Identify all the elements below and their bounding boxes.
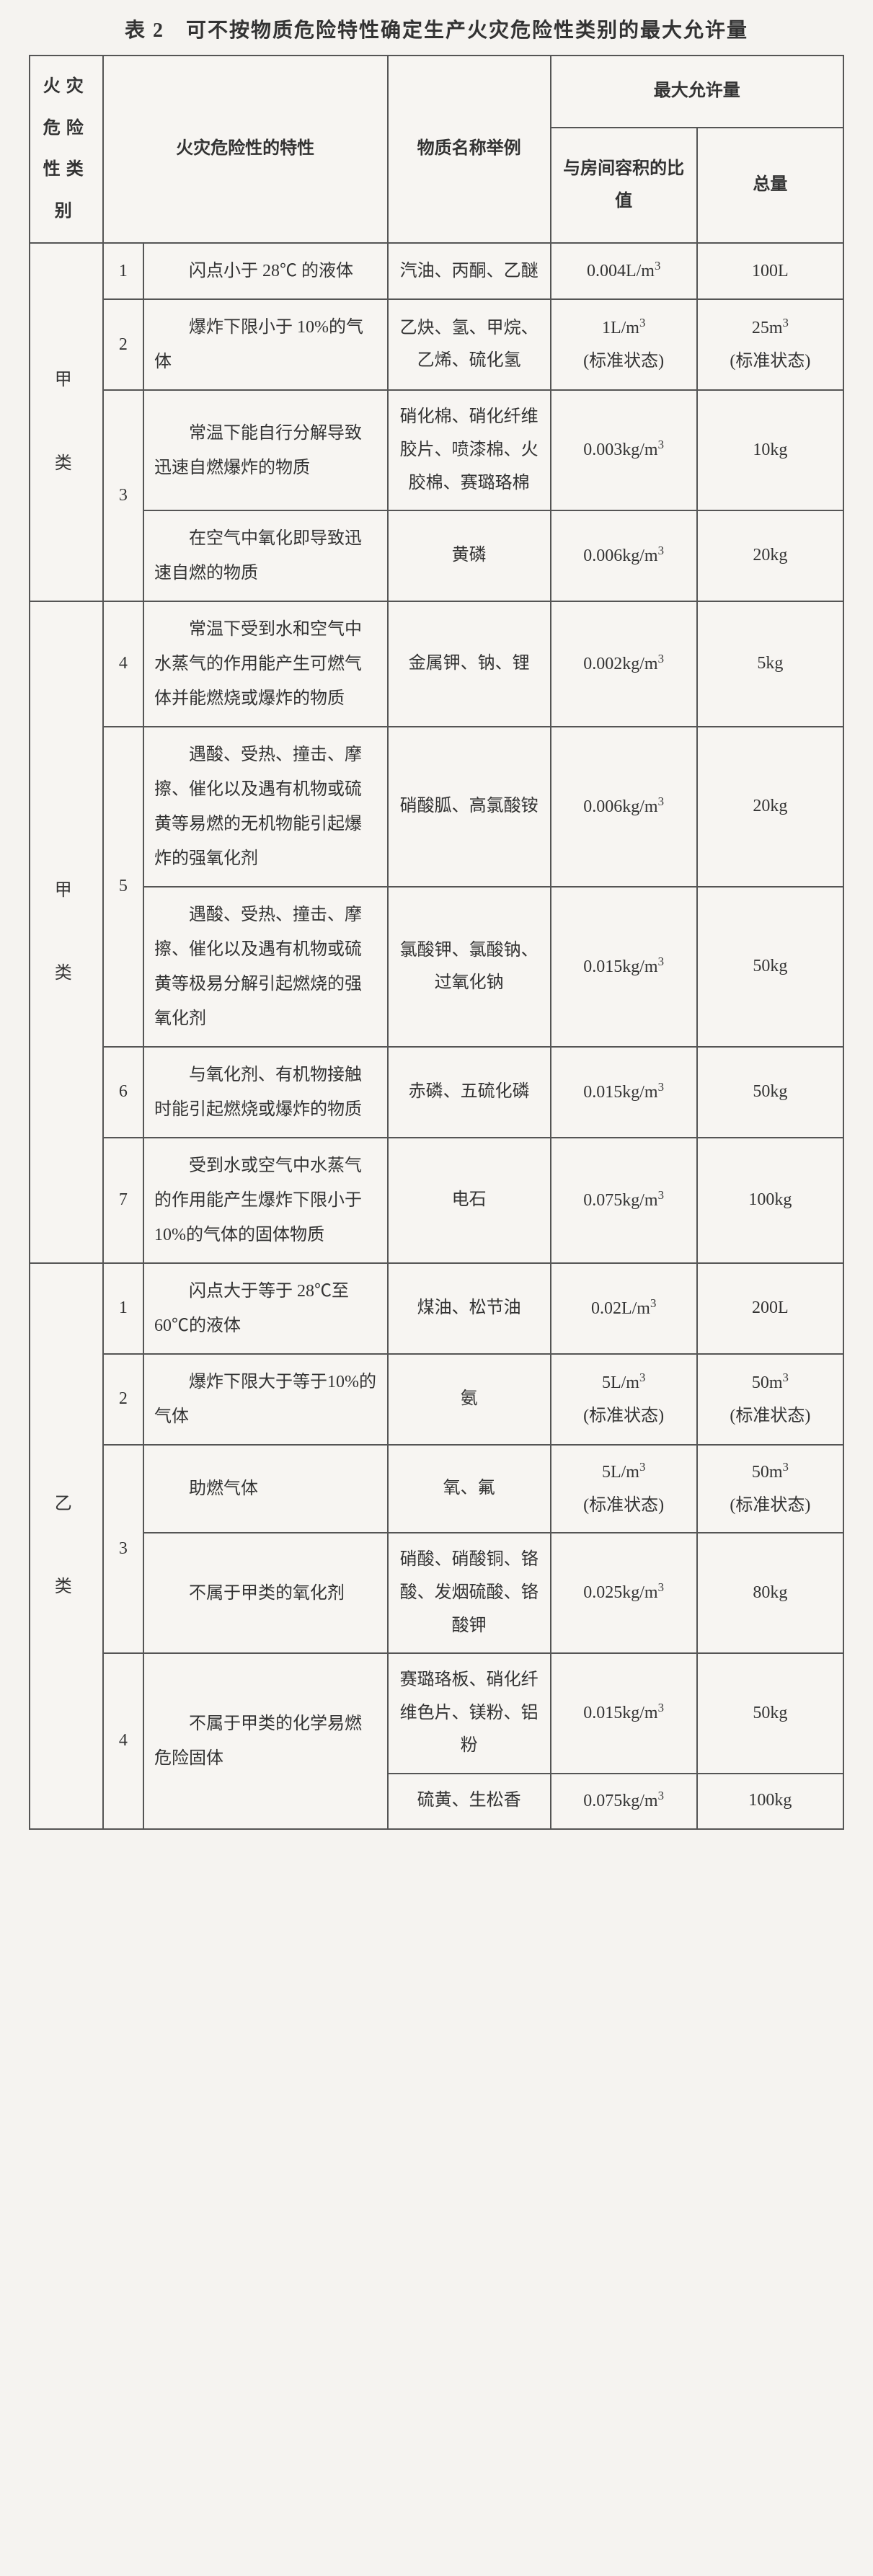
- header-row-1: 火灾危险性类别 火灾危险性的特性 物质名称举例 最大允许量: [30, 56, 843, 128]
- row-num: 5: [103, 727, 143, 1047]
- row-num: 2: [103, 299, 143, 390]
- table-row: 2 爆炸下限小于 10%的气体 乙炔、氢、甲烷、乙烯、硫化氢 1L/m3(标准状…: [30, 299, 843, 390]
- row-total: 200L: [697, 1263, 843, 1354]
- row-ratio: 0.015kg/m3: [551, 1653, 697, 1774]
- row-ratio: 0.015kg/m3: [551, 887, 697, 1047]
- row-num: 4: [103, 601, 143, 727]
- table-row: 4 不属于甲类的化学易燃危险固体 赛璐珞板、硝化纤维色片、镁粉、铝粉 0.015…: [30, 1653, 843, 1774]
- row-char: 常温下受到水和空气中水蒸气的作用能产生可燃气体并能燃烧或爆炸的物质: [143, 601, 388, 727]
- row-ratio: 0.075kg/m3: [551, 1138, 697, 1263]
- th-category: 火灾危险性类别: [30, 56, 103, 243]
- row-num: 6: [103, 1047, 143, 1138]
- row-total: 50m3(标准状态): [697, 1445, 843, 1533]
- row-ratio: 5L/m3(标准状态): [551, 1354, 697, 1445]
- row-ratio: 0.015kg/m3: [551, 1047, 697, 1138]
- row-ex: 汽油、丙酮、乙醚: [388, 243, 551, 299]
- table-row: 不属于甲类的氧化剂 硝酸、硝酸铜、铬酸、发烟硫酸、铬酸钾 0.025kg/m3 …: [30, 1533, 843, 1653]
- row-num: 1: [103, 243, 143, 299]
- row-num: 3: [103, 390, 143, 601]
- cat-jia-1: 甲类: [30, 243, 103, 601]
- row-total: 80kg: [697, 1533, 843, 1653]
- row-char: 不属于甲类的化学易燃危险固体: [143, 1653, 388, 1828]
- row-ex: 硫黄、生松香: [388, 1774, 551, 1829]
- row-ratio: 0.002kg/m3: [551, 601, 697, 727]
- row-char: 爆炸下限小于 10%的气体: [143, 299, 388, 390]
- th-examples: 物质名称举例: [388, 56, 551, 243]
- row-ex: 煤油、松节油: [388, 1263, 551, 1354]
- table-row: 甲类 1 闪点小于 28℃ 的液体 汽油、丙酮、乙醚 0.004L/m3 100…: [30, 243, 843, 299]
- row-ex: 赤磷、五硫化磷: [388, 1047, 551, 1138]
- cat-jia-2: 甲类: [30, 601, 103, 1263]
- row-num: 4: [103, 1653, 143, 1828]
- row-ex: 黄磷: [388, 510, 551, 601]
- table-row: 7 受到水或空气中水蒸气的作用能产生爆炸下限小于 10%的气体的固体物质 电石 …: [30, 1138, 843, 1263]
- table-row: 乙类 1 闪点大于等于 28℃至 60℃的液体 煤油、松节油 0.02L/m3 …: [30, 1263, 843, 1354]
- row-total: 50kg: [697, 1653, 843, 1774]
- table-row: 2 爆炸下限大于等于10%的气体 氨 5L/m3(标准状态) 50m3(标准状态…: [30, 1354, 843, 1445]
- row-num: 1: [103, 1263, 143, 1354]
- row-char: 在空气中氧化即导致迅速自燃的物质: [143, 510, 388, 601]
- row-ratio: 0.075kg/m3: [551, 1774, 697, 1829]
- row-char: 遇酸、受热、撞击、摩擦、催化以及遇有机物或硫黄等极易分解引起燃烧的强氧化剂: [143, 887, 388, 1047]
- row-char: 遇酸、受热、撞击、摩擦、催化以及遇有机物或硫黄等易燃的无机物能引起爆炸的强氧化剂: [143, 727, 388, 887]
- row-ratio: 0.006kg/m3: [551, 510, 697, 601]
- row-char: 爆炸下限大于等于10%的气体: [143, 1354, 388, 1445]
- row-ratio: 1L/m3(标准状态): [551, 299, 697, 390]
- table-row: 3 常温下能自行分解导致迅速自燃爆炸的物质 硝化棉、硝化纤维胶片、喷漆棉、火胶棉…: [30, 390, 843, 510]
- row-char: 不属于甲类的氧化剂: [143, 1533, 388, 1653]
- table-row: 遇酸、受热、撞击、摩擦、催化以及遇有机物或硫黄等极易分解引起燃烧的强氧化剂 氯酸…: [30, 887, 843, 1047]
- table-row: 3 助燃气体 氧、氟 5L/m3(标准状态) 50m3(标准状态): [30, 1445, 843, 1533]
- row-char: 闪点大于等于 28℃至 60℃的液体: [143, 1263, 388, 1354]
- row-ratio: 0.006kg/m3: [551, 727, 697, 887]
- row-ex: 硝酸、硝酸铜、铬酸、发烟硫酸、铬酸钾: [388, 1533, 551, 1653]
- table-row: 6 与氧化剂、有机物接触时能引起燃烧或爆炸的物质 赤磷、五硫化磷 0.015kg…: [30, 1047, 843, 1138]
- row-ex: 氧、氟: [388, 1445, 551, 1533]
- row-num: 7: [103, 1138, 143, 1263]
- row-ex: 赛璐珞板、硝化纤维色片、镁粉、铝粉: [388, 1653, 551, 1774]
- row-ex: 乙炔、氢、甲烷、乙烯、硫化氢: [388, 299, 551, 390]
- row-ex: 电石: [388, 1138, 551, 1263]
- row-ex: 硝化棉、硝化纤维胶片、喷漆棉、火胶棉、赛璐珞棉: [388, 390, 551, 510]
- row-char: 闪点小于 28℃ 的液体: [143, 243, 388, 299]
- row-total: 100kg: [697, 1138, 843, 1263]
- row-ex: 硝酸胍、高氯酸铵: [388, 727, 551, 887]
- table-row: 在空气中氧化即导致迅速自燃的物质 黄磷 0.006kg/m3 20kg: [30, 510, 843, 601]
- row-ratio: 0.003kg/m3: [551, 390, 697, 510]
- row-total: 50m3(标准状态): [697, 1354, 843, 1445]
- table-title: 表 2 可不按物质危险特性确定生产火灾危险性类别的最大允许量: [29, 14, 844, 43]
- row-total: 50kg: [697, 1047, 843, 1138]
- row-total: 10kg: [697, 390, 843, 510]
- row-ratio: 5L/m3(标准状态): [551, 1445, 697, 1533]
- row-char: 助燃气体: [143, 1445, 388, 1533]
- row-char: 与氧化剂、有机物接触时能引起燃烧或爆炸的物质: [143, 1047, 388, 1138]
- row-ex: 氯酸钾、氯酸钠、过氧化钠: [388, 887, 551, 1047]
- hazard-table: 火灾危险性类别 火灾危险性的特性 物质名称举例 最大允许量 与房间容积的比值 总…: [29, 55, 844, 1830]
- row-total: 100kg: [697, 1774, 843, 1829]
- th-maxgroup: 最大允许量: [551, 56, 843, 128]
- row-num: 2: [103, 1354, 143, 1445]
- row-char: 受到水或空气中水蒸气的作用能产生爆炸下限小于 10%的气体的固体物质: [143, 1138, 388, 1263]
- row-char: 常温下能自行分解导致迅速自燃爆炸的物质: [143, 390, 388, 510]
- row-total: 20kg: [697, 727, 843, 887]
- row-ratio: 0.02L/m3: [551, 1263, 697, 1354]
- row-total: 20kg: [697, 510, 843, 601]
- th-total: 总量: [697, 128, 843, 243]
- table-row: 甲类 4 常温下受到水和空气中水蒸气的作用能产生可燃气体并能燃烧或爆炸的物质 金…: [30, 601, 843, 727]
- row-total: 25m3(标准状态): [697, 299, 843, 390]
- row-total: 50kg: [697, 887, 843, 1047]
- row-ratio: 0.004L/m3: [551, 243, 697, 299]
- row-ratio: 0.025kg/m3: [551, 1533, 697, 1653]
- row-total: 100L: [697, 243, 843, 299]
- row-ex: 金属钾、钠、锂: [388, 601, 551, 727]
- th-characteristic: 火灾危险性的特性: [103, 56, 388, 243]
- table-row: 5 遇酸、受热、撞击、摩擦、催化以及遇有机物或硫黄等易燃的无机物能引起爆炸的强氧…: [30, 727, 843, 887]
- row-num: 3: [103, 1445, 143, 1653]
- row-total: 5kg: [697, 601, 843, 727]
- th-ratio: 与房间容积的比值: [551, 128, 697, 243]
- row-ex: 氨: [388, 1354, 551, 1445]
- cat-yi: 乙类: [30, 1263, 103, 1828]
